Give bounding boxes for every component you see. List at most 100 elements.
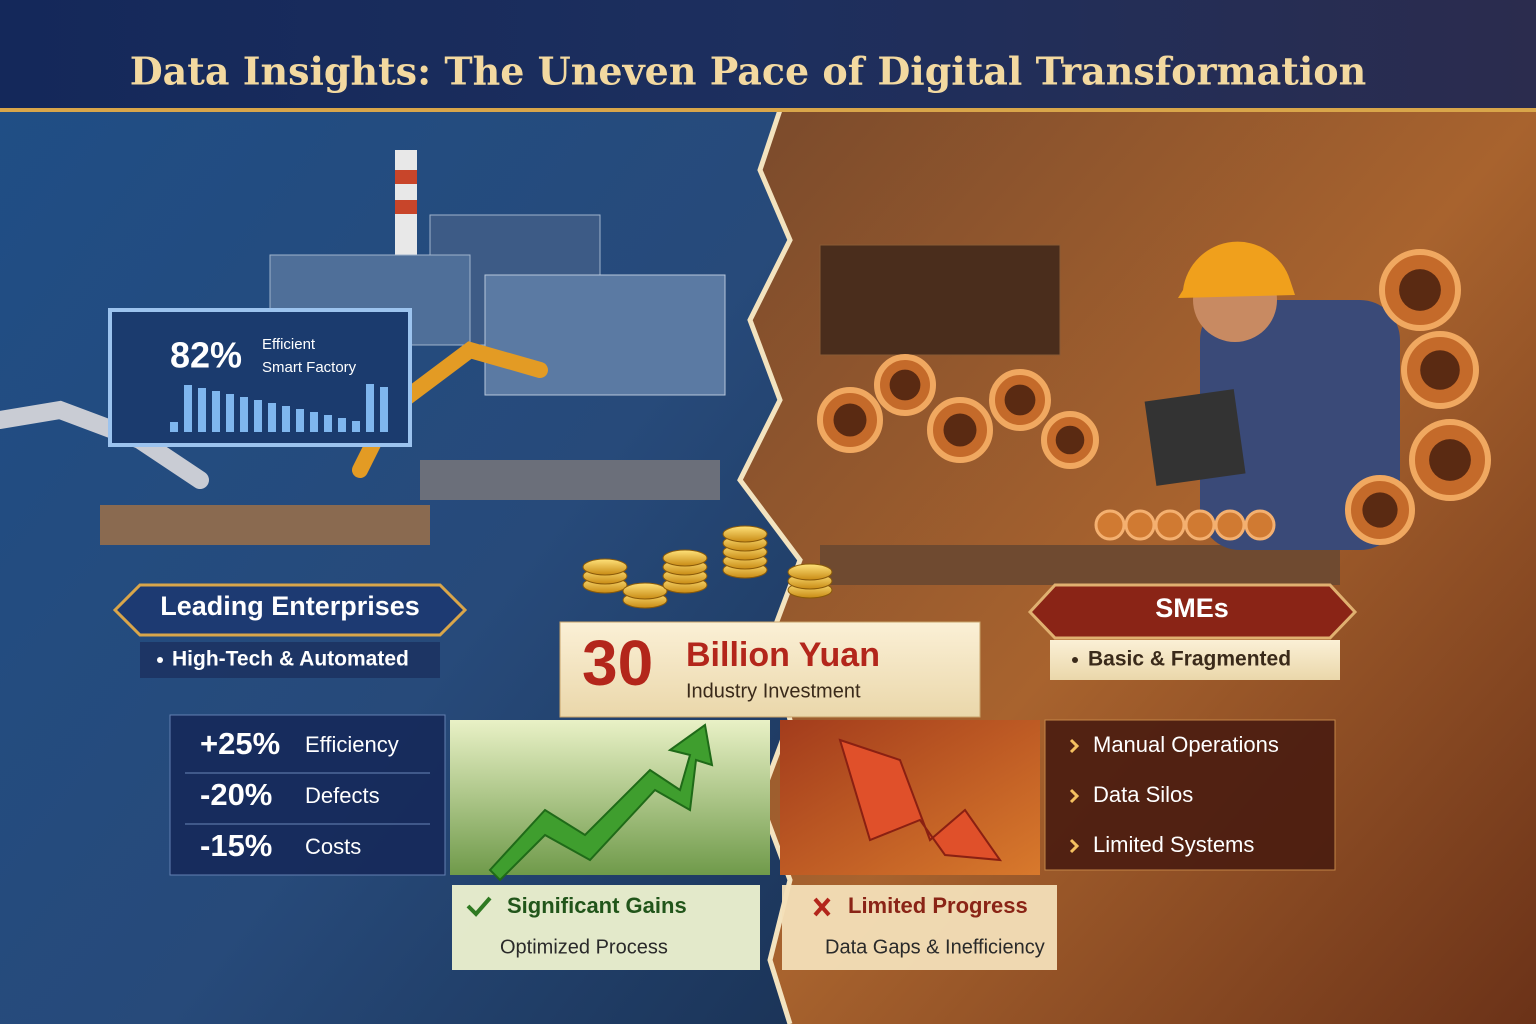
stats-panel <box>169 714 446 876</box>
pipe <box>1214 509 1246 541</box>
coin <box>662 549 708 567</box>
monitor-value: 82% <box>170 335 242 376</box>
pipe-inside <box>1399 269 1441 311</box>
factory-building <box>484 274 726 396</box>
monitor-bar <box>282 406 290 432</box>
chimney-stripe <box>395 170 417 184</box>
tear-line <box>737 109 803 1024</box>
monitor-bar <box>226 394 234 432</box>
pipes <box>817 249 1491 545</box>
shelf <box>819 244 1061 356</box>
monitor-label: Efficient <box>262 336 316 353</box>
chevron-icon <box>1069 738 1080 754</box>
monitor-bar <box>268 403 276 432</box>
left-result-subtitle: Optimized Process <box>500 936 668 958</box>
left-badge <box>112 583 468 637</box>
right-result-title: Limited Progress <box>848 893 1028 918</box>
workbench <box>820 545 1340 585</box>
stat-value: +25% <box>200 726 280 761</box>
workshop <box>819 241 1400 585</box>
right-result-subtitle: Data Gaps & Inefficiency <box>825 936 1045 958</box>
chimney-stripe <box>395 200 417 214</box>
stats: +25% Efficiency -20% Defects -15% Costs <box>200 726 399 863</box>
coin <box>582 558 628 576</box>
title: Data Insights: The Uneven Pace of Digita… <box>130 49 1367 94</box>
coin <box>722 525 768 543</box>
right-badge-text: SMEs <box>1155 593 1229 623</box>
worker-body <box>1200 300 1400 550</box>
coin <box>787 563 833 581</box>
pipe-inside <box>889 369 921 401</box>
header-band <box>0 0 1536 110</box>
left-badge-text: Leading Enterprises <box>160 591 420 621</box>
monitor-chart <box>170 384 388 432</box>
investment-caption: Industry Investment <box>686 680 861 702</box>
monitor-bar <box>170 422 178 432</box>
investment-unit: Billion Yuan <box>686 636 880 674</box>
coin <box>622 582 668 600</box>
left-result-title: Significant Gains <box>507 893 687 918</box>
monitor-bar <box>254 400 262 432</box>
right-badge <box>1027 583 1358 640</box>
pipe <box>1154 509 1186 541</box>
monitor-bar <box>352 421 360 432</box>
cross-icon <box>813 897 831 917</box>
left-result-bg <box>452 885 760 970</box>
header-rule <box>0 108 1536 112</box>
right-subtitle: Basic & Fragmented <box>1088 648 1291 671</box>
hard-hat <box>1178 241 1295 298</box>
issue: Limited Systems <box>1093 832 1254 857</box>
pipe <box>1184 509 1216 541</box>
monitor-bar <box>240 397 248 432</box>
stat-label: Efficiency <box>305 732 399 757</box>
left-subtitle: High-Tech & Automated <box>172 648 409 671</box>
monitor-bar <box>198 388 206 432</box>
decline-arrow <box>838 738 1003 862</box>
pipe-inside <box>833 403 867 437</box>
monitor-bar <box>212 391 220 432</box>
workbench <box>420 460 720 500</box>
bullet <box>1072 657 1078 663</box>
pipe <box>1124 509 1156 541</box>
pipe <box>1094 509 1126 541</box>
pipe-inside <box>1429 439 1471 481</box>
pipe-inside <box>943 413 977 447</box>
factory <box>0 150 726 545</box>
monitor-bar <box>184 385 192 432</box>
investment-amount: 30 <box>582 627 653 699</box>
monitor-label: Smart Factory <box>262 359 357 376</box>
monitor-bar <box>296 409 304 432</box>
monitor-bar <box>366 384 374 432</box>
growth-chart-bg <box>450 720 770 875</box>
workbench <box>100 505 430 545</box>
clipboard <box>1144 389 1246 486</box>
monitor-bar <box>338 418 346 432</box>
stat-label: Costs <box>305 834 361 859</box>
issues-panel <box>1044 719 1336 871</box>
stat-label: Defects <box>305 783 380 808</box>
pipe-inside <box>1420 350 1460 390</box>
check-icon <box>466 896 492 917</box>
pipe-inside <box>1055 425 1085 455</box>
coins <box>582 525 833 609</box>
stat-value: -20% <box>200 777 272 812</box>
issue: Manual Operations <box>1093 732 1279 757</box>
right-subtitle-bg <box>1050 640 1340 680</box>
chevron-icon <box>1069 788 1080 804</box>
stat-value: -15% <box>200 828 272 863</box>
pipe <box>1244 509 1276 541</box>
bullet <box>157 657 163 663</box>
investment-panel <box>559 621 981 718</box>
robot-arm <box>0 400 209 489</box>
issue: Data Silos <box>1093 782 1193 807</box>
pipe-inside <box>1004 384 1036 416</box>
left-subtitle-bg <box>140 642 440 678</box>
monitor-bar <box>324 415 332 432</box>
issues: Manual Operations Data Silos Limited Syste… <box>1069 732 1279 857</box>
growth-arrow <box>488 723 714 882</box>
pipe-inside <box>1362 492 1398 528</box>
monitor-bar <box>310 412 318 432</box>
